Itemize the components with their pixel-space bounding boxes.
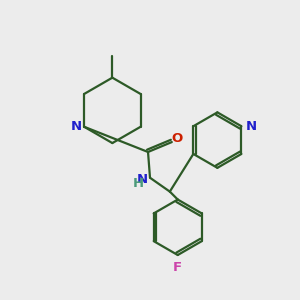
Text: F: F xyxy=(173,261,182,274)
Text: O: O xyxy=(171,132,182,145)
Text: N: N xyxy=(245,120,256,133)
Text: N: N xyxy=(137,173,148,186)
Text: H: H xyxy=(133,177,144,190)
Text: N: N xyxy=(71,120,82,133)
